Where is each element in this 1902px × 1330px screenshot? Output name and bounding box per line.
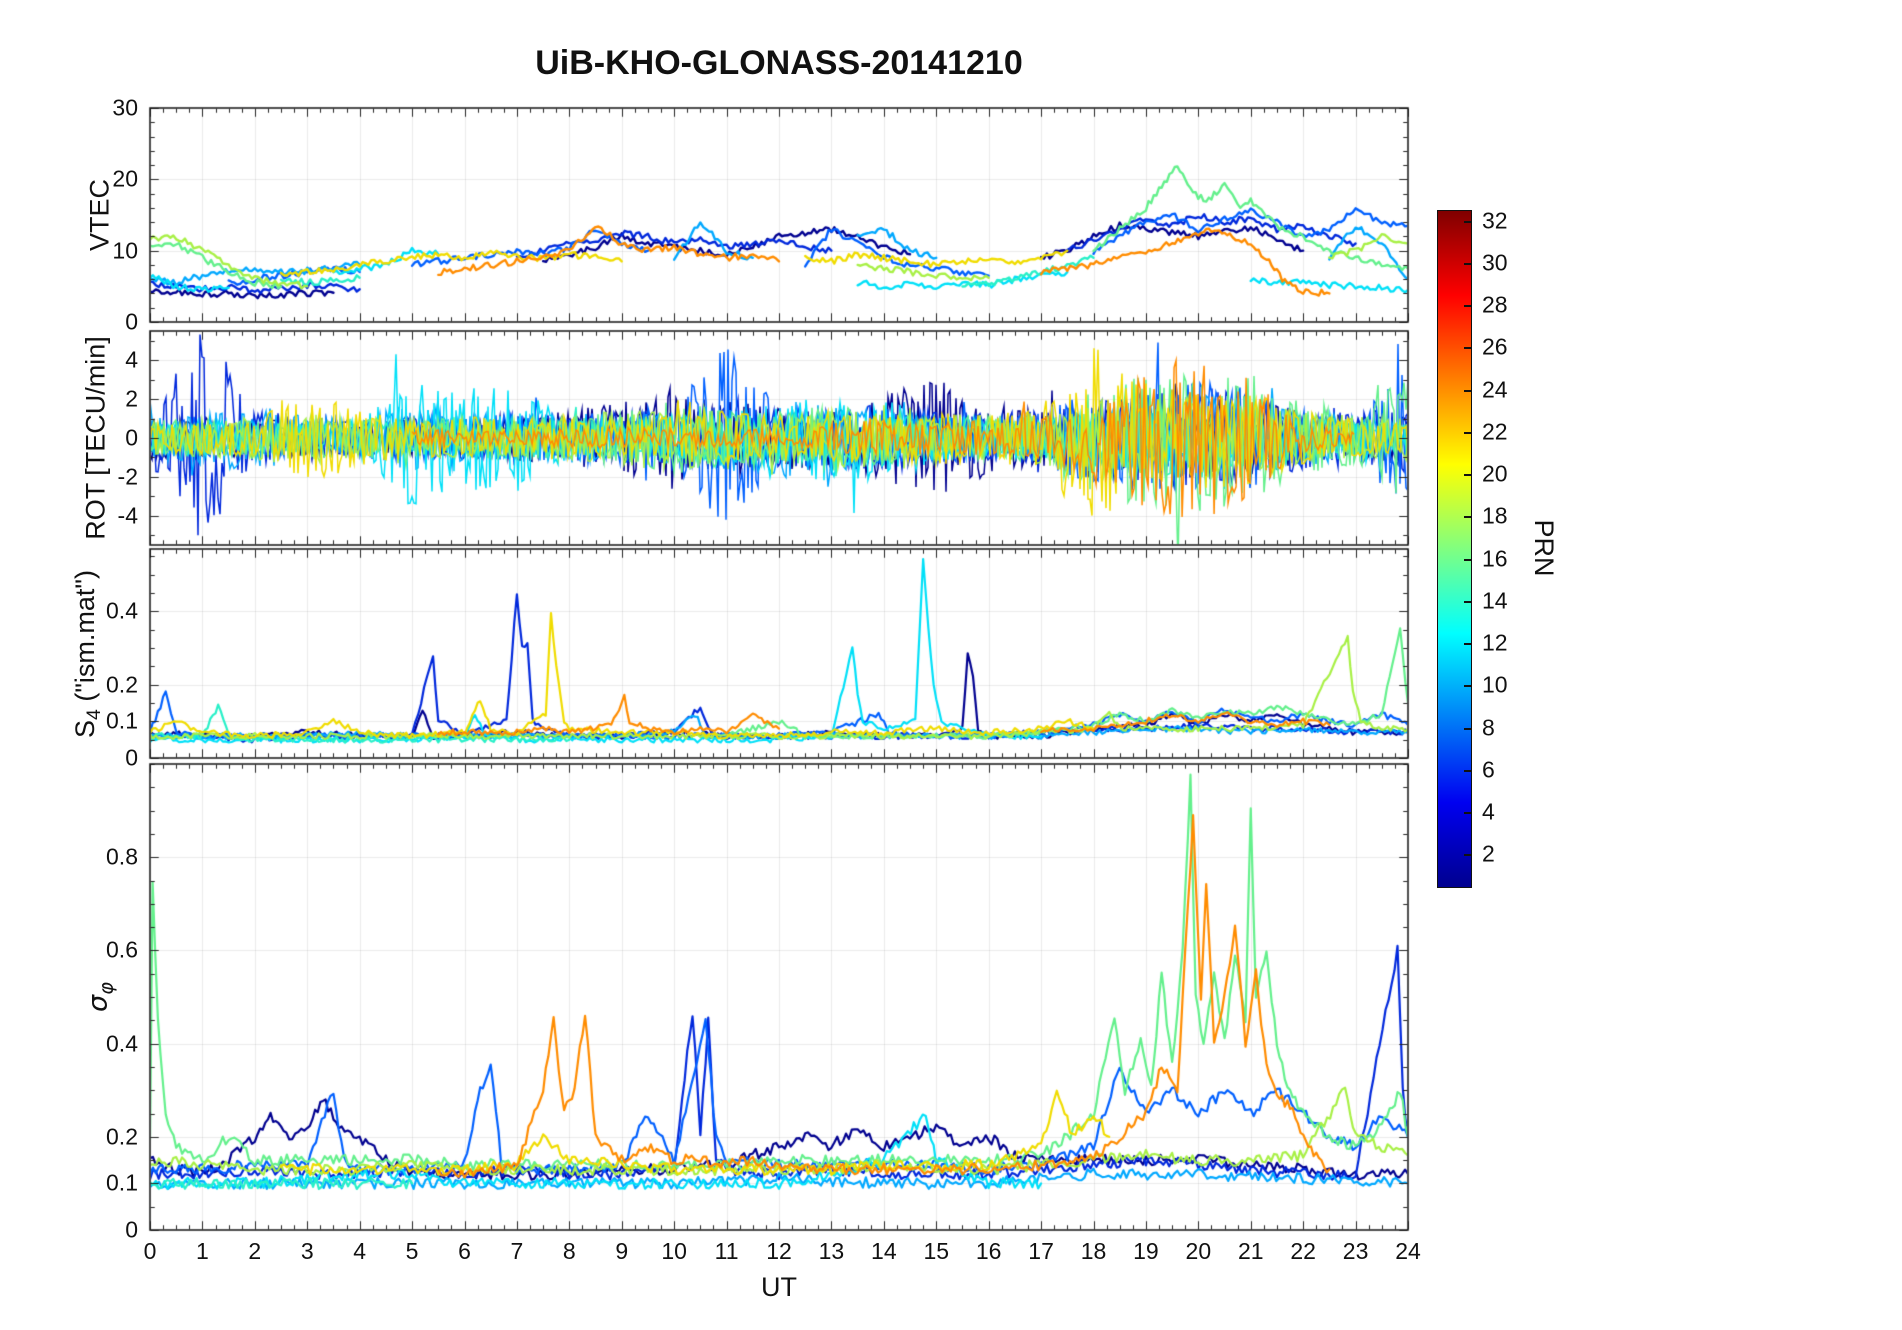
x-tick-label: 20	[1185, 1238, 1212, 1264]
colorbar-tick-mark	[1464, 727, 1471, 730]
x-tick-label: 10	[661, 1238, 687, 1264]
colorbar-tick-mark	[1464, 812, 1471, 815]
x-tick-label: 9	[615, 1238, 629, 1264]
x-tick-label: 3	[300, 1238, 314, 1264]
x-tick-label: 21	[1237, 1238, 1264, 1264]
y-tick-label: 0.2	[106, 1123, 138, 1150]
x-tick-label: 8	[562, 1238, 576, 1264]
ylabel-rot: ROT [TECU/min]	[81, 336, 112, 540]
x-tick-label: 14	[871, 1238, 897, 1264]
colorbar-tick-mark	[1464, 474, 1471, 477]
x-tick-label: 15	[923, 1238, 950, 1264]
y-tick-label: 0	[125, 308, 138, 335]
ylabel-s4-suffix: ("ism.mat")	[69, 569, 100, 709]
y-tick-label: 0.1	[106, 707, 138, 734]
colorbar	[1437, 210, 1472, 888]
x-tick-label: 4	[353, 1238, 367, 1264]
y-tick-label: 0	[125, 744, 138, 771]
colorbar-tick-mark	[1464, 305, 1471, 308]
colorbar-tick-mark	[1464, 516, 1471, 519]
y-tick-label: 0.4	[106, 597, 138, 624]
y-tick-label: 0	[125, 1216, 138, 1243]
colorbar-tick-mark	[1464, 220, 1471, 223]
ylabel-vtec: VTEC	[85, 179, 116, 251]
x-tick-label: 2	[248, 1238, 262, 1264]
y-tick-label: 0.8	[106, 843, 138, 870]
colorbar-tick-label: 26	[1482, 333, 1508, 360]
x-tick-label: 12	[766, 1238, 792, 1264]
colorbar-tick-label: 4	[1482, 798, 1495, 825]
colorbar-tick-label: 14	[1482, 587, 1508, 614]
y-tick-label: 2	[125, 385, 138, 412]
colorbar-tick-mark	[1464, 389, 1471, 392]
ylabel-sigma-main: σ	[82, 994, 114, 1012]
page-title: UiB-KHO-GLONASS-20141210	[535, 44, 1023, 82]
colorbar-tick-label: 16	[1482, 545, 1508, 572]
x-tick-label: 13	[818, 1238, 845, 1264]
y-tick-label: 0.2	[106, 671, 138, 698]
x-tick-label: 11	[714, 1238, 739, 1264]
y-tick-label: 10	[112, 237, 138, 264]
x-tick-label: 24	[1395, 1238, 1421, 1264]
colorbar-tick-label: 6	[1482, 756, 1495, 783]
ylabel-sigma-sub: φ	[94, 982, 118, 995]
colorbar-tick-label: 28	[1482, 291, 1508, 318]
x-axis-label: UT	[761, 1272, 797, 1302]
x-tick-label: 6	[458, 1238, 471, 1264]
ylabel-s4-sub: 4	[83, 708, 106, 720]
y-tick-label: 0.4	[106, 1030, 138, 1057]
colorbar-tick-mark	[1464, 769, 1471, 772]
colorbar-tick-mark	[1464, 347, 1471, 350]
y-tick-label: 20	[112, 165, 138, 192]
colorbar-tick-mark	[1464, 600, 1471, 603]
colorbar-tick-label: 22	[1482, 418, 1508, 445]
x-tick-label: 22	[1290, 1238, 1316, 1264]
colorbar-tick-mark	[1464, 854, 1471, 857]
colorbar-tick-label: 8	[1482, 714, 1495, 741]
colorbar-tick-mark	[1464, 643, 1471, 646]
ylabel-sigma-phi: σφ	[82, 982, 117, 1012]
colorbar-tick-mark	[1464, 262, 1471, 265]
y-tick-label: 0.6	[106, 936, 138, 963]
x-tick-label: 1	[196, 1238, 209, 1264]
y-tick-label: 4	[125, 346, 138, 373]
y-tick-label: -2	[117, 463, 138, 490]
y-tick-label: 0.1	[106, 1169, 138, 1196]
x-tick-label: 16	[975, 1238, 1002, 1264]
x-tick-label: 7	[510, 1238, 524, 1264]
colorbar-tick-label: 12	[1482, 629, 1508, 656]
ylabel-s4: S4 ("ism.mat")	[70, 570, 106, 738]
colorbar-tick-label: 10	[1482, 671, 1508, 698]
y-tick-label: -4	[117, 502, 138, 529]
ylabel-vtec-text: VTEC	[84, 178, 115, 252]
y-tick-label: 0	[125, 424, 138, 451]
ylabel-s4-main: S	[69, 719, 100, 738]
ylabel-rot-text: ROT [TECU/min]	[80, 336, 111, 540]
x-tick-label: 5	[405, 1238, 419, 1264]
x-tick-label: 18	[1080, 1238, 1107, 1264]
x-tick-label: 0	[143, 1238, 157, 1264]
colorbar-tick-mark	[1464, 431, 1471, 434]
colorbar-tick-mark	[1464, 685, 1471, 688]
colorbar-tick-label: 18	[1482, 502, 1508, 529]
colorbar-tick-label: 32	[1482, 207, 1508, 234]
colorbar-tick-mark	[1464, 558, 1471, 561]
y-tick-label: 30	[112, 94, 138, 121]
colorbar-tick-label: 2	[1482, 840, 1495, 867]
x-tick-label: 17	[1028, 1238, 1054, 1264]
colorbar-label: PRN	[1529, 519, 1559, 577]
x-tick-label: 23	[1342, 1238, 1369, 1264]
colorbar-tick-label: 24	[1482, 376, 1508, 403]
colorbar-tick-label: 20	[1482, 460, 1508, 487]
colorbar-tick-label: 30	[1482, 249, 1508, 276]
x-tick-label: 19	[1133, 1238, 1159, 1264]
